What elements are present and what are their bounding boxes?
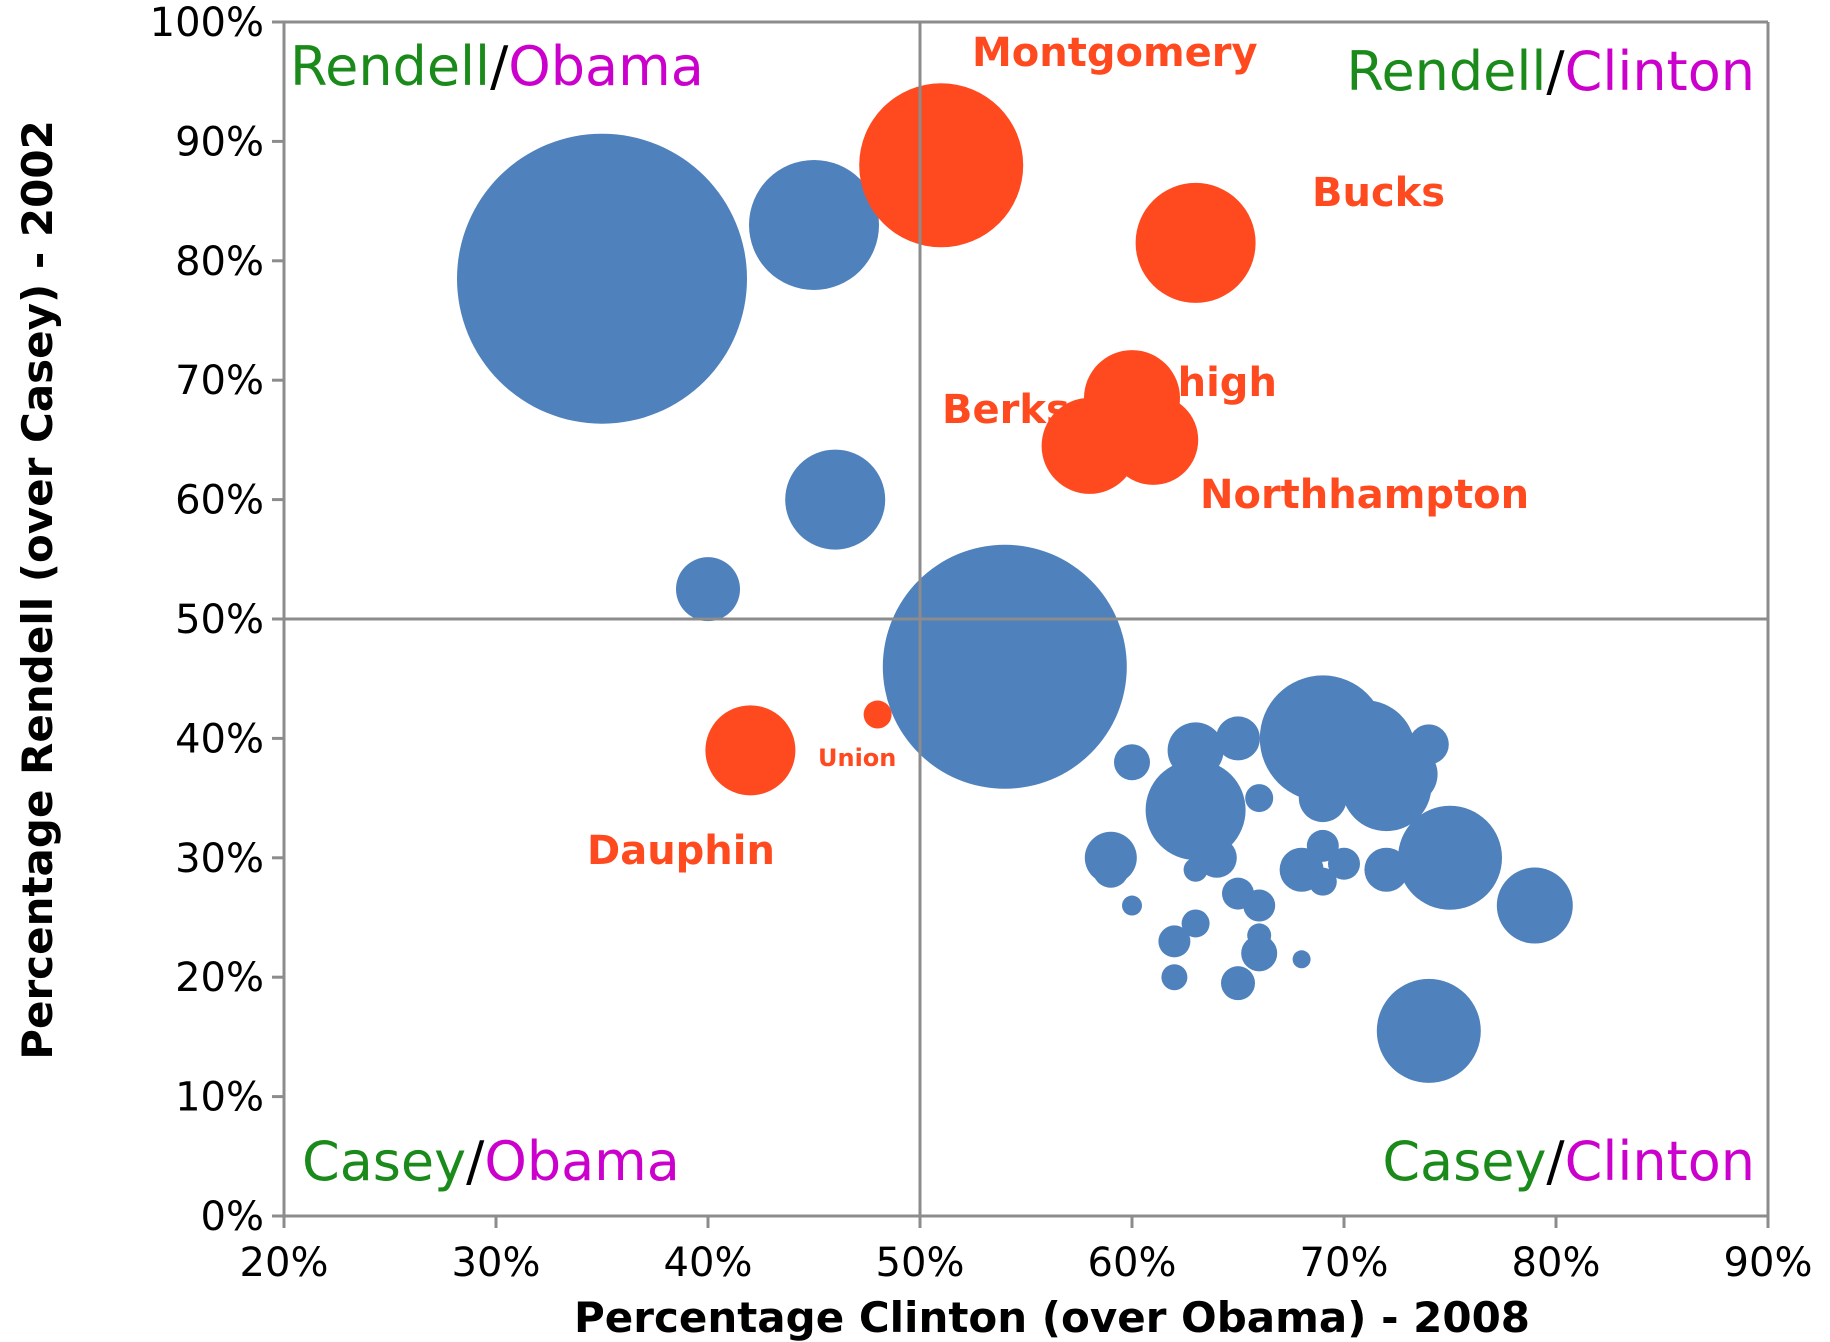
bubble-county	[1496, 867, 1573, 944]
bubble-county	[1364, 847, 1409, 892]
bubble-county	[1247, 923, 1272, 948]
y-tick-label: 100%	[150, 0, 264, 46]
label-union: Union	[818, 744, 896, 772]
bubble-layer	[457, 83, 1573, 1083]
label-northhampton: Northhampton	[1200, 472, 1529, 518]
quadrant-label-top-left: Rendell/Obama	[290, 35, 704, 98]
x-tick-label: 50%	[876, 1240, 965, 1286]
y-tick-label: 10%	[175, 1075, 264, 1121]
y-tick-label: 70%	[175, 358, 264, 404]
quadrant-separator: /	[466, 1130, 485, 1193]
bubble-county	[1308, 867, 1337, 896]
y-tick-label: 40%	[175, 716, 264, 762]
label-montgomery: Montgomery	[972, 30, 1258, 76]
quadrant-separator: /	[1546, 1130, 1565, 1193]
bubble-county	[1181, 909, 1210, 938]
bubble-dauphin	[705, 705, 796, 796]
bubble-county	[785, 449, 886, 550]
y-tick-label: 0%	[201, 1194, 264, 1240]
bubble-county	[1158, 925, 1191, 958]
quadrant-word-clinton: Clinton	[1565, 40, 1755, 103]
y-tick-label: 20%	[175, 955, 264, 1001]
bubble-county	[1298, 774, 1347, 823]
quadrant-separator: /	[1546, 40, 1565, 103]
quadrant-word-obama: Obama	[484, 1130, 680, 1193]
bubble-county	[1328, 847, 1360, 880]
quadrant-word-rendell: Rendell	[290, 35, 490, 98]
bubble-county	[1122, 895, 1142, 916]
x-tick-label: 40%	[664, 1240, 753, 1286]
bubble-northhampton	[1108, 394, 1199, 485]
bubble-union	[863, 700, 892, 729]
quadrant-separator: /	[490, 35, 509, 98]
y-tick-label: 50%	[175, 597, 264, 643]
quadrant-label-bottom-left: Casey/Obama	[302, 1130, 680, 1193]
bubble-county	[1376, 978, 1481, 1083]
x-tick-label: 60%	[1088, 1240, 1177, 1286]
x-tick-label: 70%	[1300, 1240, 1389, 1286]
x-axis-title: Percentage Clinton (over Obama) - 2008	[574, 1293, 1530, 1342]
bubble-county	[1092, 851, 1129, 888]
point-label-layer: Montgomery Bucks Lehigh Berks Northhampt…	[587, 30, 1529, 874]
bubble-county	[749, 159, 879, 290]
bubble-county	[882, 544, 1127, 789]
x-tick-label: 90%	[1724, 1240, 1813, 1286]
plot-frame	[282, 20, 1770, 1218]
y-axis-title: Percentage Rendell (over Casey) - 2002	[13, 120, 62, 1060]
y-tick-label: 80%	[175, 239, 264, 285]
bubble-county	[1243, 889, 1276, 922]
bubble-county	[1114, 744, 1150, 781]
tick-layer: 20% 30% 40% 50% 60% 70% 80% 90% 0% 10% 20% 30% 40% 50…	[150, 0, 1813, 1286]
quadrant-word-casey: Casey	[1382, 1130, 1546, 1193]
label-bucks: Bucks	[1312, 170, 1445, 216]
quadrant-word-clinton: Clinton	[1565, 1130, 1755, 1193]
bubble-county	[1216, 716, 1260, 761]
quadrant-word-rendell: Rendell	[1346, 40, 1546, 103]
x-tick-label: 20%	[240, 1240, 329, 1286]
quadrant-label-top-right: Rendell/Clinton	[1346, 40, 1755, 103]
bubble-county	[1398, 805, 1502, 910]
bubble-county	[1306, 829, 1339, 862]
y-tick-label: 30%	[175, 836, 264, 882]
quadrant-word-casey: Casey	[302, 1130, 466, 1193]
bubble-county	[1221, 966, 1255, 1001]
y-tick-label: 60%	[175, 478, 264, 524]
bubble-county	[457, 133, 747, 424]
x-tick-label: 80%	[1512, 1240, 1601, 1286]
bubble-county	[1245, 784, 1274, 813]
label-lehigh: Lehigh	[1125, 360, 1277, 406]
bubble-county	[1241, 935, 1278, 972]
quadrant-word-obama: Obama	[508, 35, 704, 98]
bubble-county	[1145, 760, 1246, 861]
bubble-county	[1161, 964, 1188, 991]
quadrant-label-bottom-right: Casey/Clinton	[1382, 1130, 1755, 1193]
bubble-county	[1183, 857, 1208, 882]
bubble-bucks	[1135, 182, 1256, 303]
bubble-county	[676, 557, 740, 622]
x-tick-label: 30%	[452, 1240, 541, 1286]
bubble-county	[1292, 950, 1311, 969]
label-berks: Berks	[942, 387, 1070, 433]
bubble-county	[1408, 724, 1449, 765]
bubble-county	[1167, 722, 1224, 779]
y-tick-label: 90%	[175, 119, 264, 165]
bubble-montgomery	[859, 83, 1024, 248]
label-dauphin: Dauphin	[587, 828, 775, 874]
